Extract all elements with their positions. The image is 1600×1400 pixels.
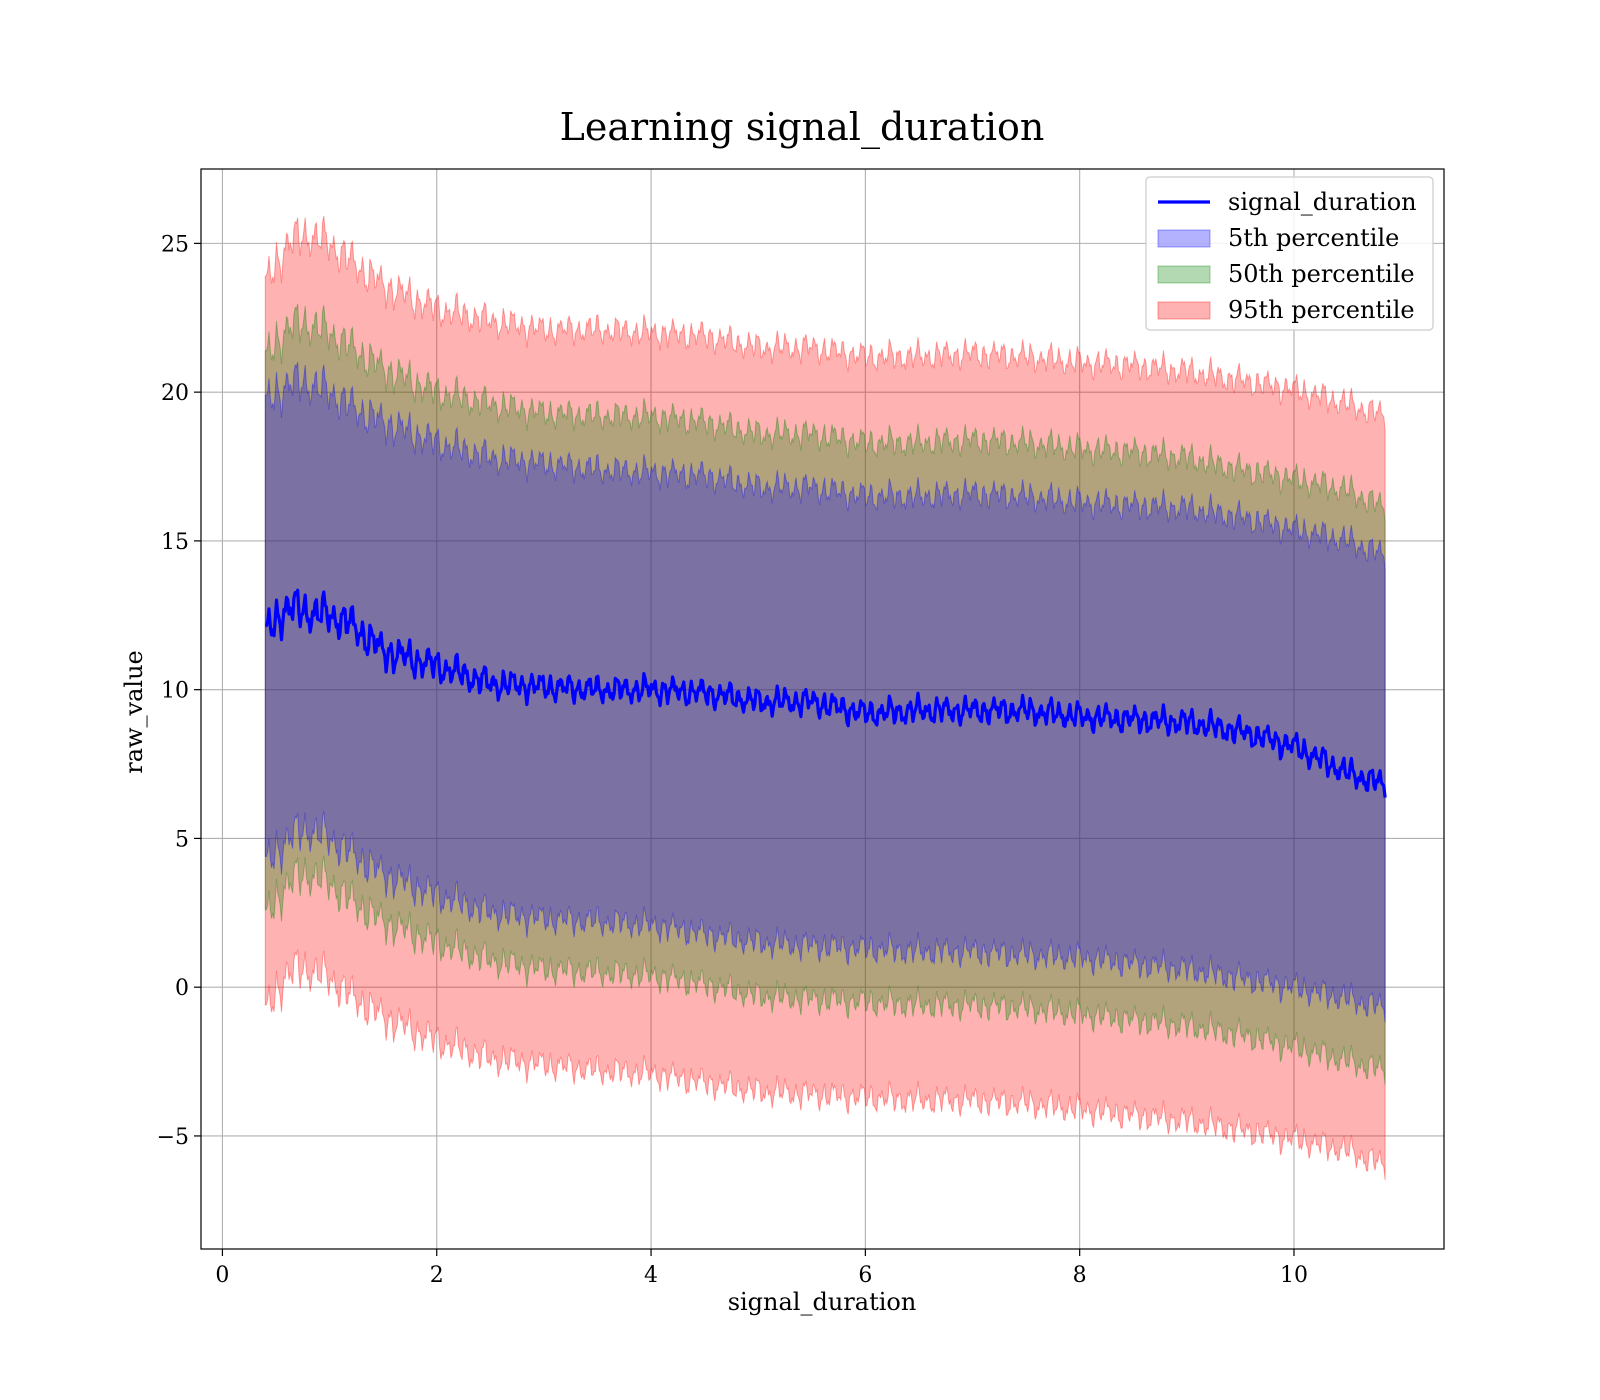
x-tick-label: 0 xyxy=(215,1263,229,1288)
y-tick-label: 0 xyxy=(175,976,189,1001)
legend-label-signal-duration: signal_duration xyxy=(1228,188,1417,216)
legend-swatch-95th-percentile xyxy=(1157,301,1211,320)
legend-swatch-5th-percentile xyxy=(1157,229,1211,248)
chart-title: Learning signal_duration xyxy=(560,105,1045,150)
x-tick-label: 10 xyxy=(1280,1263,1308,1288)
band-5th-percentile xyxy=(264,361,1386,1023)
y-tick-label: 20 xyxy=(161,381,189,406)
y-axis-label: raw_value xyxy=(120,650,148,774)
x-tick-label: 6 xyxy=(858,1263,872,1288)
y-tick-label: −5 xyxy=(157,1125,189,1150)
line-signal-duration xyxy=(264,588,1387,798)
x-tick-label: 8 xyxy=(1073,1263,1087,1288)
series-lines xyxy=(264,588,1387,798)
legend: signal_duration 5th percentile 50th percen… xyxy=(1145,176,1434,331)
x-axis: 0 2 4 6 8 10 xyxy=(215,1249,1308,1288)
y-tick-label: 15 xyxy=(161,530,189,555)
x-tick-label: 4 xyxy=(644,1263,658,1288)
y-axis: −5 0 5 10 15 20 25 xyxy=(157,232,201,1150)
x-tick-label: 2 xyxy=(430,1263,444,1288)
legend-frame xyxy=(1145,176,1434,331)
legend-label-5th-percentile: 5th percentile xyxy=(1228,224,1399,252)
legend-swatch-50th-percentile xyxy=(1157,265,1211,284)
grid-lines xyxy=(201,169,1444,1249)
plot-area xyxy=(200,168,1445,1250)
legend-items: signal_duration 5th percentile 50th percen… xyxy=(1157,188,1417,324)
legend-label-50th-percentile: 50th percentile xyxy=(1228,260,1415,288)
x-axis-label: signal_duration xyxy=(728,1288,917,1316)
y-tick-label: 25 xyxy=(161,232,189,257)
legend-label-95th-percentile: 95th percentile xyxy=(1228,296,1415,324)
plot-frame xyxy=(200,168,1445,1250)
y-tick-label: 5 xyxy=(175,827,189,852)
y-tick-label: 10 xyxy=(161,679,189,704)
